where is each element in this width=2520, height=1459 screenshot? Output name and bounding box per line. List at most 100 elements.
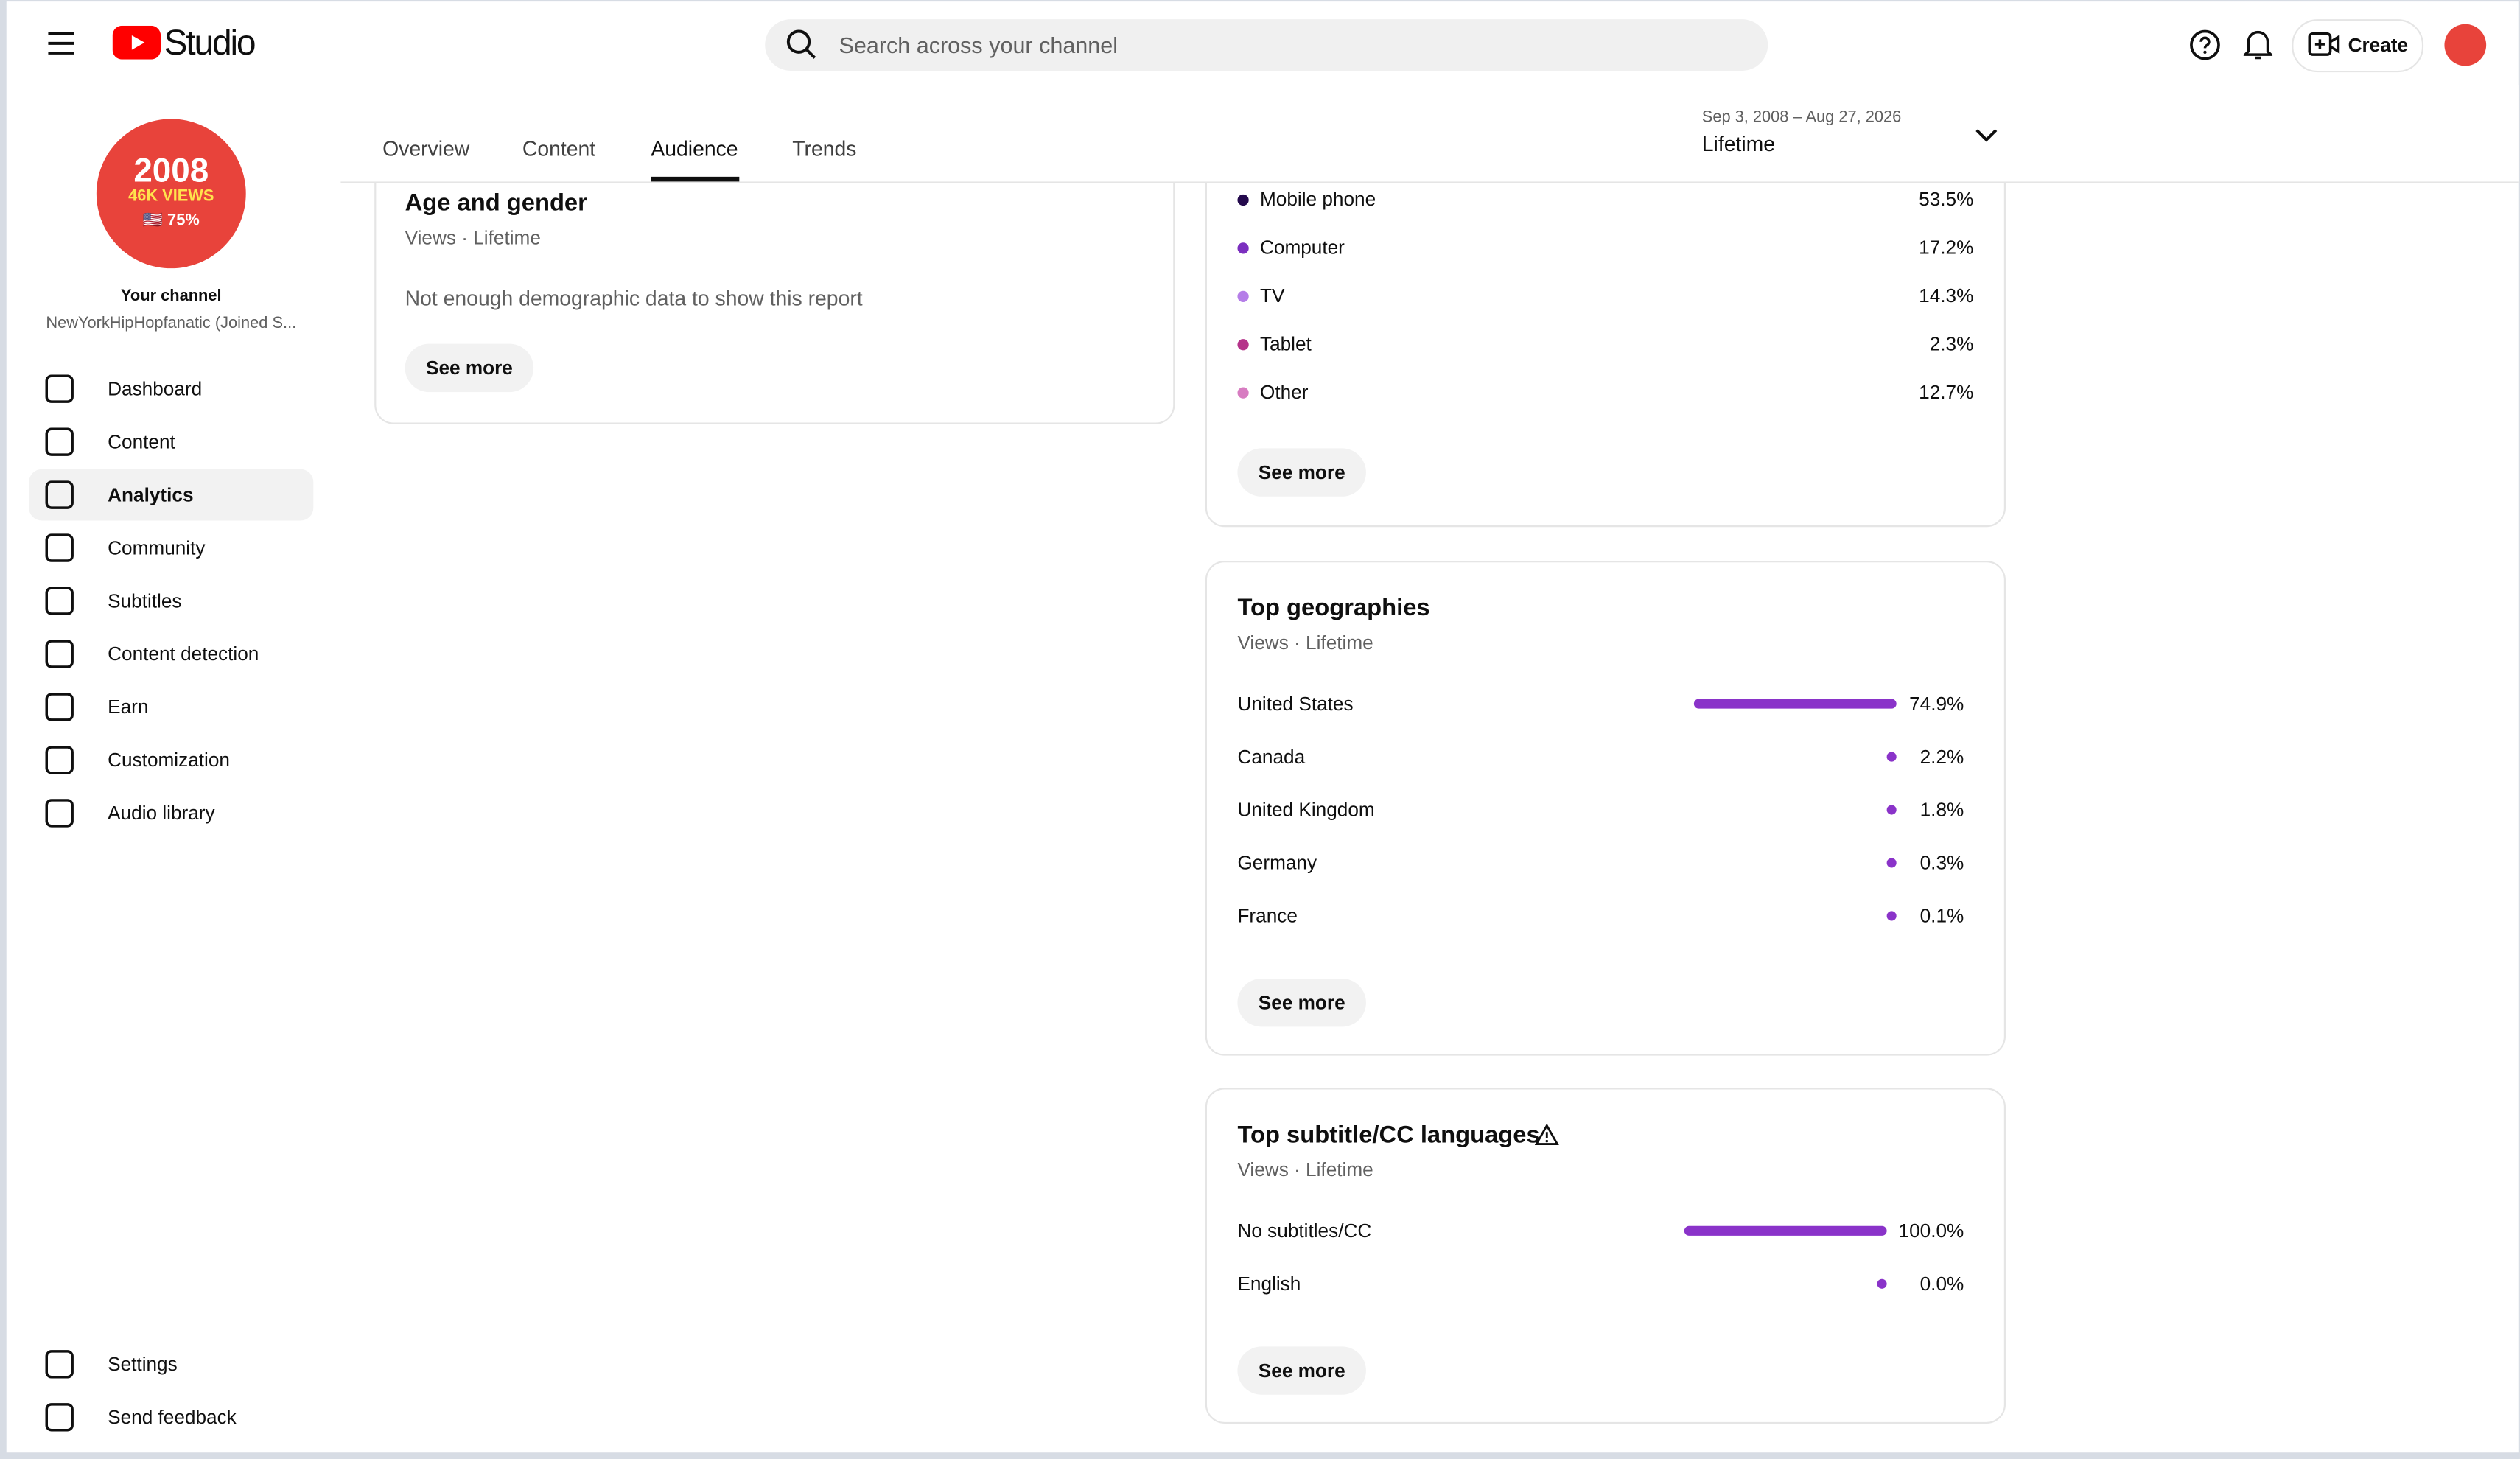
see-more-button[interactable]: See more xyxy=(1237,978,1367,1027)
nav-icon xyxy=(45,587,74,615)
logo-text[interactable]: Studio xyxy=(164,22,256,63)
search-placeholder: Search across your channel xyxy=(839,32,1119,58)
row-label: No subtitles/CC xyxy=(1237,1220,1372,1242)
help-icon[interactable] xyxy=(2189,29,2222,61)
nav-item[interactable]: Customization xyxy=(108,749,230,772)
device-value: 17.2% xyxy=(1919,236,1974,259)
date-dropdown-icon[interactable] xyxy=(1975,127,1998,143)
row-value: 0.1% xyxy=(1919,904,1964,928)
nav-item[interactable]: Content xyxy=(108,430,175,453)
nav-icon xyxy=(45,1403,74,1432)
avatar-text: 46K VIEWS xyxy=(128,188,214,206)
bar xyxy=(1886,752,1897,762)
menu-icon[interactable] xyxy=(45,30,77,56)
empty-message: Not enough demographic data to show this… xyxy=(405,286,863,310)
card-title: Top subtitle/CC languages xyxy=(1237,1122,1540,1150)
create-button[interactable] xyxy=(2292,19,2424,73)
geographies-card xyxy=(1205,561,2006,1056)
legend-dot xyxy=(1237,194,1249,206)
nav-icon xyxy=(45,1350,74,1379)
bar xyxy=(1693,699,1897,709)
tab[interactable]: Overview xyxy=(382,136,470,161)
device-name: Other xyxy=(1259,380,1309,404)
channel-name: NewYorkHipHopfanatic (Joined S... xyxy=(46,315,297,333)
account-avatar[interactable] xyxy=(2444,24,2487,66)
card-subtitle: Views · Lifetime xyxy=(405,226,541,249)
card-subtitle: Views · Lifetime xyxy=(1237,1158,1373,1181)
row-value: 0.3% xyxy=(1919,851,1964,875)
device-name: Computer xyxy=(1259,236,1345,259)
device-name: Tablet xyxy=(1259,332,1312,355)
search-icon xyxy=(786,29,816,59)
card-title: Age and gender xyxy=(405,189,587,217)
nav-icon xyxy=(45,480,74,509)
legend-dot xyxy=(1237,339,1249,351)
nav-item[interactable]: Content detection xyxy=(108,643,259,665)
row-value: 2.2% xyxy=(1919,745,1964,769)
card-title: Top geographies xyxy=(1237,594,1430,622)
bar xyxy=(1886,858,1897,868)
notifications-icon[interactable] xyxy=(2243,27,2273,61)
tabs-bar xyxy=(340,85,2519,183)
row-value: 74.9% xyxy=(1909,692,1964,715)
row-value: 100.0% xyxy=(1898,1220,1964,1242)
see-more-button[interactable]: See more xyxy=(405,343,534,393)
device-value: 12.7% xyxy=(1919,380,1974,404)
bar xyxy=(1684,1225,1887,1236)
device-name: TV xyxy=(1259,284,1285,307)
main-content: Age and gender Views · Lifetime Not enou… xyxy=(340,181,2518,1452)
nav-item[interactable]: Community xyxy=(108,536,206,559)
row-label: France xyxy=(1237,904,1298,928)
nav-item[interactable]: Dashboard xyxy=(108,377,203,400)
nav-icon xyxy=(45,374,74,403)
nav-selected-bg xyxy=(29,469,314,521)
row-label: Germany xyxy=(1237,851,1317,875)
search-box[interactable] xyxy=(765,19,1768,71)
channel-avatar[interactable] xyxy=(96,119,246,269)
tab[interactable]: Trends xyxy=(792,136,857,161)
nav-icon xyxy=(45,427,74,456)
bar xyxy=(1877,1278,1887,1289)
legend-dot xyxy=(1237,387,1249,399)
bar xyxy=(1886,805,1897,815)
device-value: 2.3% xyxy=(1929,332,1974,355)
row-label: Canada xyxy=(1237,745,1306,769)
create-icon xyxy=(2308,32,2340,56)
create-label: Create xyxy=(2348,33,2409,57)
see-more-button[interactable]: See more xyxy=(1237,448,1367,497)
nav-icon xyxy=(45,746,74,774)
device-value: 53.5% xyxy=(1919,188,1974,211)
nav-item[interactable]: Earn xyxy=(108,696,149,718)
tab[interactable]: Content xyxy=(522,136,596,161)
nav-item[interactable]: Send feedback xyxy=(108,1406,237,1429)
legend-dot xyxy=(1237,290,1249,302)
date-label[interactable]: Lifetime xyxy=(1701,131,1776,156)
nav-item[interactable]: Subtitles xyxy=(108,589,182,612)
device-name: Mobile phone xyxy=(1259,188,1376,211)
row-label: United Kingdom xyxy=(1237,798,1375,822)
row-value: 1.8% xyxy=(1919,798,1964,822)
nav-icon xyxy=(45,640,74,668)
nav-item[interactable]: Analytics xyxy=(108,483,194,506)
nav-item[interactable]: Audio library xyxy=(108,802,215,825)
nav-item[interactable]: Settings xyxy=(108,1353,178,1376)
legend-dot xyxy=(1237,242,1249,254)
tab-underline xyxy=(651,176,740,182)
card-subtitle: Views · Lifetime xyxy=(1237,631,1373,654)
nav-icon xyxy=(45,533,74,562)
channel-label: Your channel xyxy=(120,287,222,306)
youtube-logo[interactable] xyxy=(112,25,161,60)
row-label: English xyxy=(1237,1273,1301,1295)
tab[interactable]: Audience xyxy=(651,136,738,161)
date-range[interactable]: Sep 3, 2008 – Aug 27, 2026 xyxy=(1701,109,1902,127)
see-more-button[interactable]: See more xyxy=(1237,1346,1367,1395)
nav-icon xyxy=(45,693,74,721)
avatar-text: 🇺🇸 75% xyxy=(142,211,200,230)
avatar-text: 2008 xyxy=(133,153,209,190)
nav-icon xyxy=(45,799,74,828)
row-value: 0.0% xyxy=(1919,1273,1964,1295)
bar xyxy=(1886,911,1897,921)
warning-icon[interactable] xyxy=(1534,1123,1559,1146)
